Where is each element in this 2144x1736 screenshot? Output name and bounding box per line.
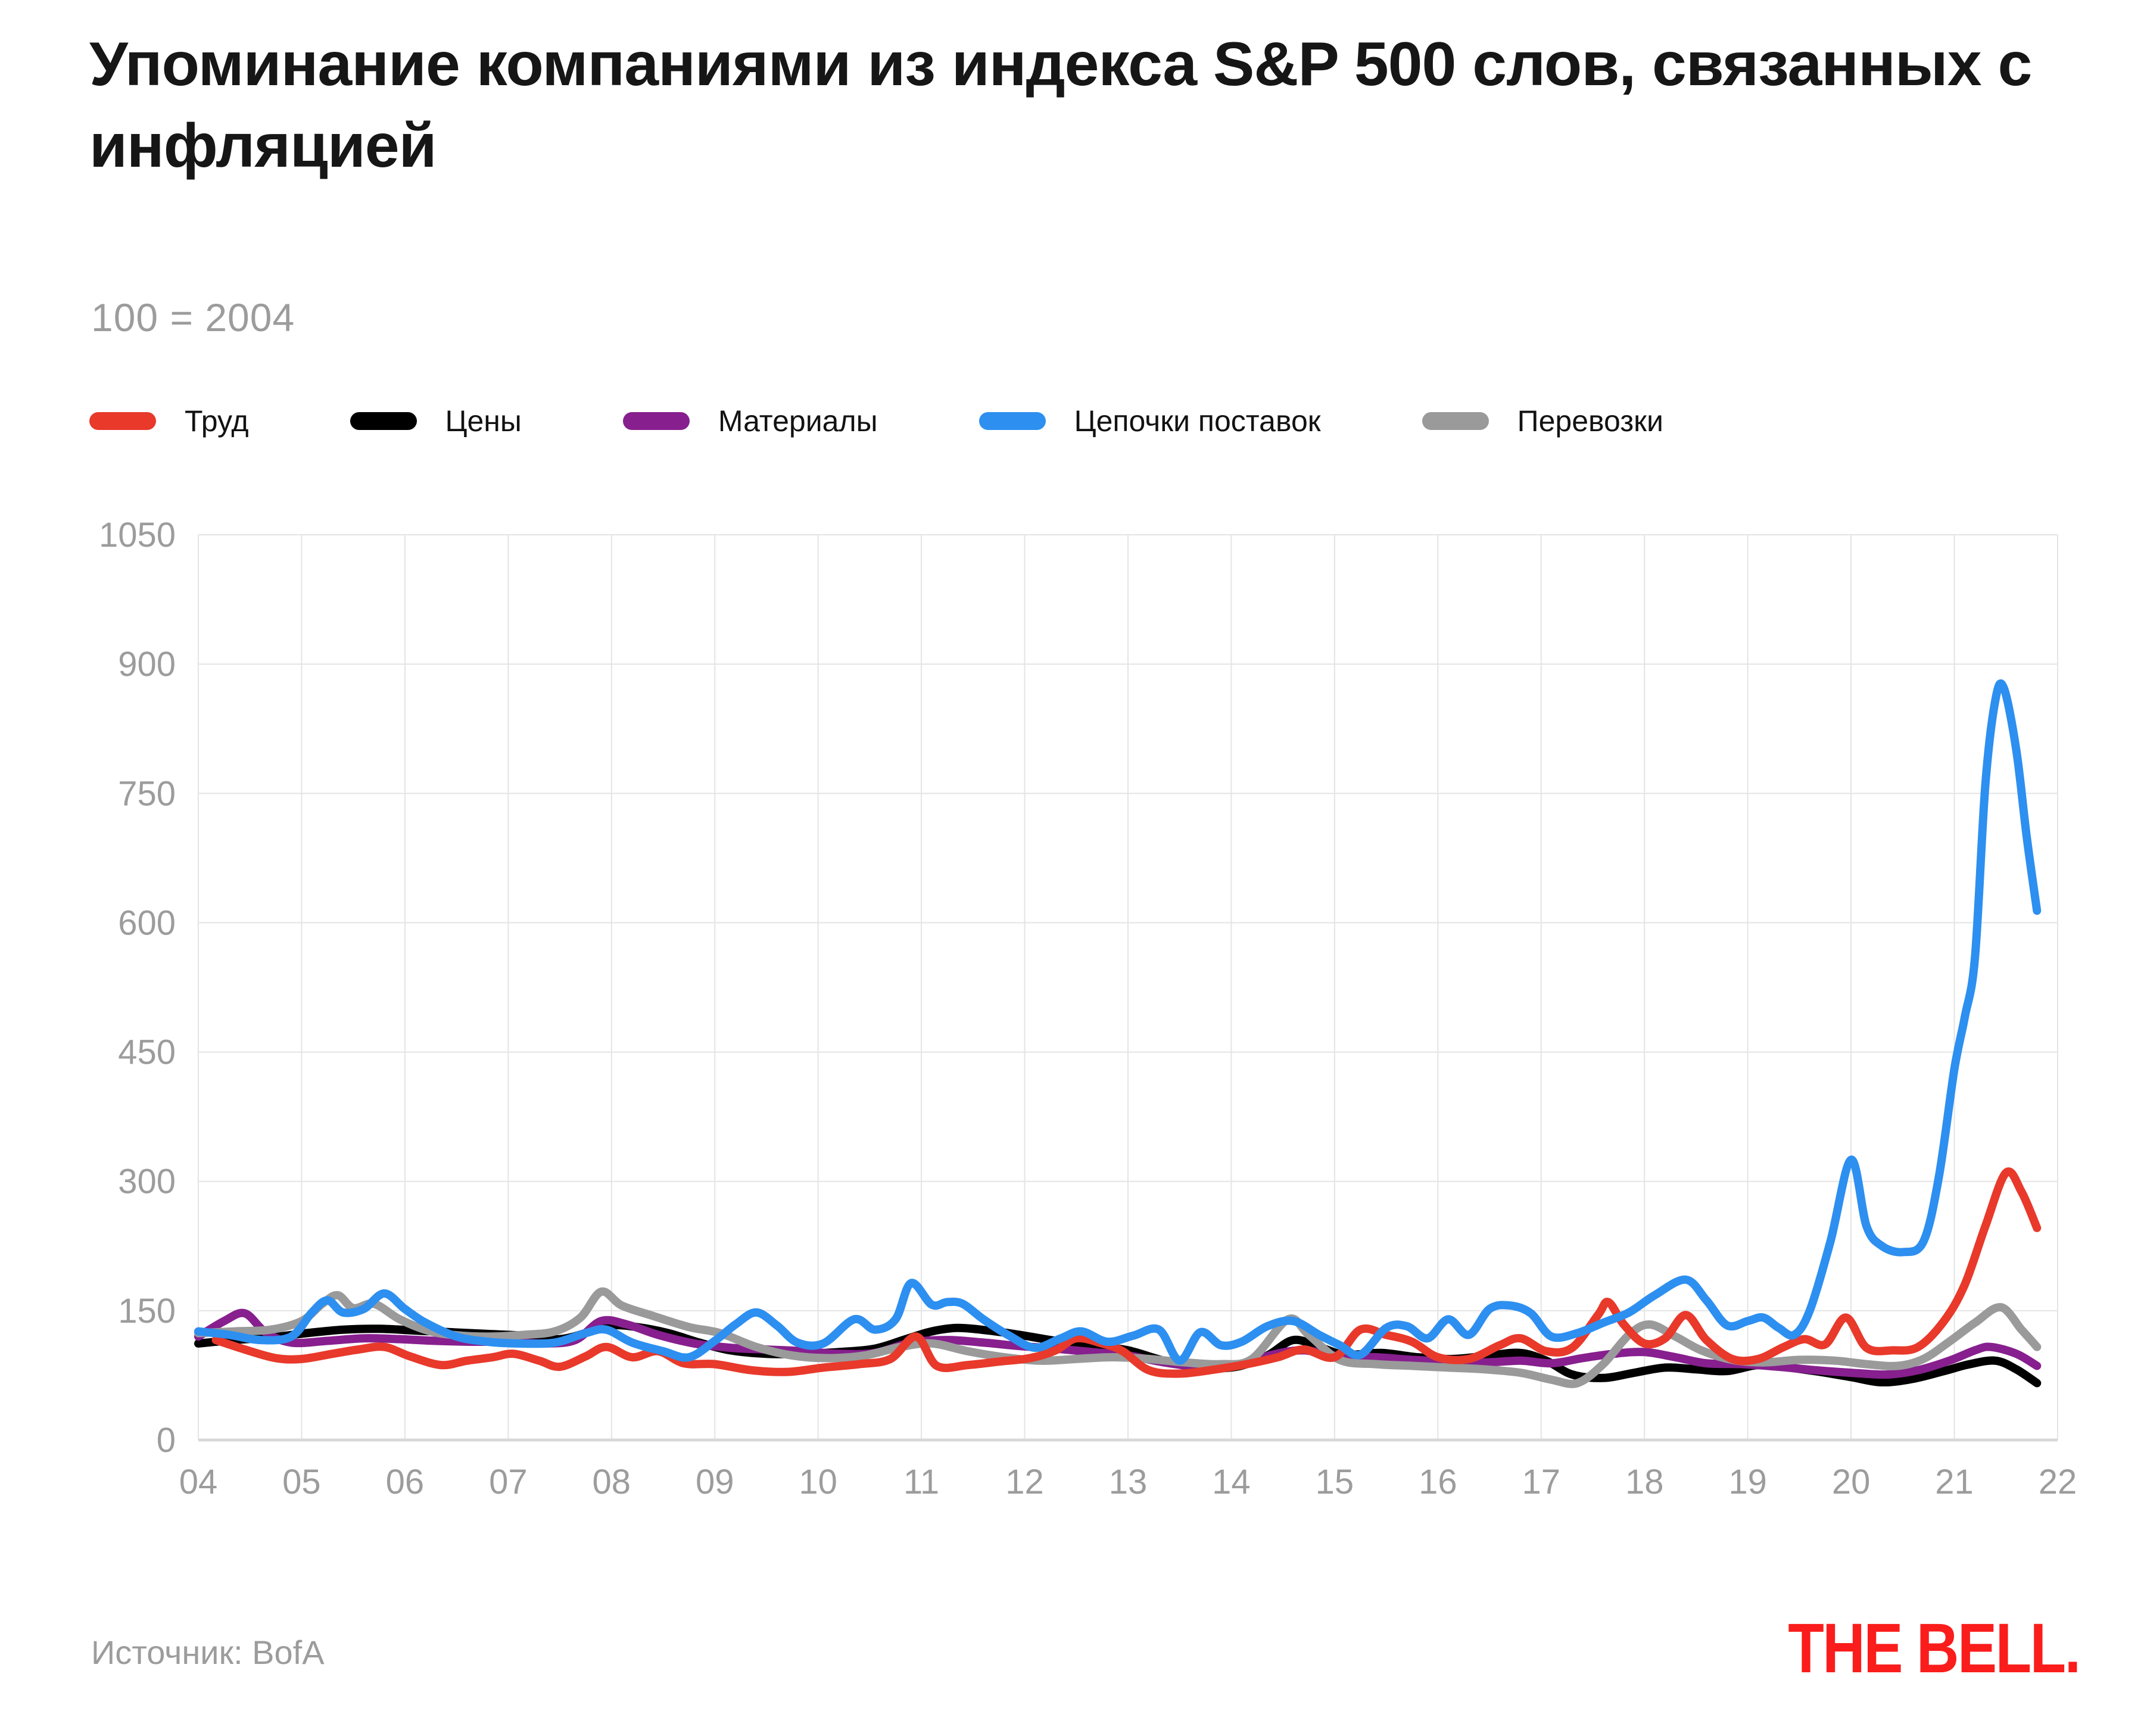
page-title: Упоминание компаниями из индекса S&P 500… [89,30,2032,181]
x-axis-tick-label: 07 [489,1463,528,1501]
legend-item-4: Перевозки [1422,404,1663,438]
x-axis-tick-label: 14 [1212,1463,1251,1501]
x-axis-tick-label: 12 [1005,1463,1044,1501]
line-chart-svg: 0 150 300 450 600 750 900 1050 04 05 06 07 08 09 10 11 1… [99,516,2077,1501]
brand-logo: THE BELL. [1788,1609,2081,1688]
x-axis-tick-label: 15 [1316,1463,1354,1501]
legend-label: Перевозки [1517,404,1663,438]
x-axis-tick-label: 11 [903,1463,939,1501]
y-axis-tick-label: 0 [157,1421,176,1460]
legend-item-0: Труд [89,404,249,438]
x-axis-tick-label: 10 [799,1463,837,1501]
x-axis-tick-label: 04 [179,1463,218,1501]
legend-item-1: Цены [350,404,522,438]
series-line-Цепочки поставок [194,679,2042,1365]
x-axis-tick-label: 22 [2039,1463,2077,1501]
x-axis-tick-label: 06 [386,1463,425,1501]
legend-swatch-icon [978,412,1046,430]
x-axis-tick-label: 05 [282,1463,321,1501]
y-axis-tick-label: 300 [118,1162,176,1201]
legend-label: Труд [185,404,249,438]
x-axis-tick-label: 08 [593,1463,631,1501]
series-line-Труд [211,1167,2042,1378]
y-axis-tick-label: 150 [118,1292,176,1330]
legend-swatch-icon [1422,412,1489,430]
y-axis-tick-label: 600 [118,903,176,942]
x-axis-tick-label: 13 [1109,1463,1148,1501]
x-axis-tick-label: 19 [1728,1463,1767,1501]
line-chart: 0 150 300 450 600 750 900 1050 04 05 06 07 08 09 10 11 1… [0,493,2144,1553]
x-axis-tick-label: 20 [1832,1463,1871,1501]
y-axis-tick-label: 1050 [99,516,176,554]
legend-label: Материалы [718,404,878,438]
x-axis-tick-label: 09 [696,1463,734,1501]
legend-label: Цены [445,404,522,438]
source-text: Источник: BofA [91,1634,325,1671]
x-axis-tick-label: 18 [1625,1463,1664,1501]
legend-label: Цепочки поставок [1074,404,1321,438]
x-axis-tick-label: 17 [1522,1463,1561,1501]
legend-swatch-icon [622,412,690,430]
chart-subtitle: 100 = 2004 [91,295,295,339]
y-axis-tick-label: 750 [118,774,176,813]
y-axis-tick-label: 450 [118,1033,176,1072]
legend-swatch-icon [350,412,417,430]
x-axis-tick-label: 16 [1419,1463,1457,1501]
chart-legend: Труд Цены Материалы Цепочки поставок Перевоз… [89,404,1663,438]
x-axis-tick-label: 21 [1935,1463,1974,1501]
legend-item-2: Материалы [622,404,878,438]
legend-item-3: Цепочки поставок [978,404,1321,438]
legend-swatch-icon [89,412,156,430]
y-axis-tick-label: 900 [118,645,176,684]
